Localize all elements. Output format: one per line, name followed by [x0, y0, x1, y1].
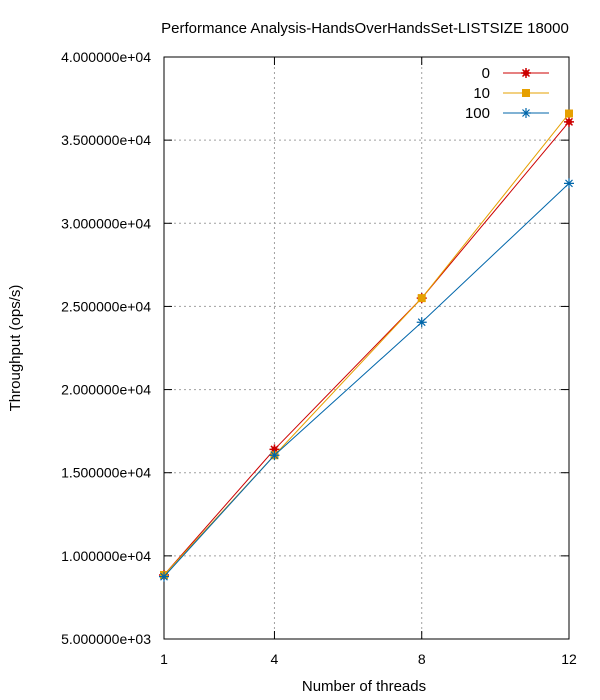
legend-label: 100 [465, 105, 490, 122]
y-axis-ticks: 5.000000e+03 1.000000e+04 1.500000e+04 2.00… [61, 49, 569, 647]
data-point-star-rays [269, 444, 280, 455]
legend: 0 10 100 [465, 65, 549, 122]
y-tick-label: 3.500000e+04 [61, 132, 151, 148]
data-point-square [417, 294, 426, 303]
data-point-star-rays [564, 116, 574, 127]
series-line-10 [163, 113, 570, 576]
plot-frame [163, 56, 570, 640]
y-tick-label: 2.500000e+04 [61, 298, 151, 314]
series-layer [159, 109, 574, 582]
series-100 [159, 178, 574, 582]
y-tick-label: 2.000000e+04 [61, 382, 151, 398]
legend-entry-10: 10 [473, 85, 549, 102]
y-axis-label: Throughput (ops/s) [7, 285, 24, 412]
data-point-square [565, 109, 573, 118]
x-axis-ticks: 1 4 8 12 [160, 57, 577, 667]
x-tick-label: 4 [271, 651, 279, 667]
legend-entry-0: 0 [482, 65, 549, 82]
grid [164, 57, 569, 639]
x-tick-label: 8 [418, 651, 426, 667]
x-tick-label: 12 [561, 651, 577, 667]
data-point-star-rays [521, 68, 531, 78]
legend-label: 0 [482, 65, 490, 82]
y-tick-label: 1.000000e+04 [61, 548, 151, 564]
legend-label: 10 [473, 85, 490, 102]
data-point-asterisk [564, 178, 574, 189]
y-tick-label: 3.000000e+04 [61, 215, 151, 231]
x-tick-label: 1 [160, 651, 168, 667]
series-line-0 [163, 121, 570, 576]
data-point-square [522, 89, 530, 97]
data-point-asterisk [269, 450, 280, 461]
data-point-asterisk [159, 571, 169, 582]
data-point-asterisk [416, 317, 427, 328]
series-0 [159, 116, 574, 580]
y-tick-label: 5.000000e+03 [61, 631, 151, 647]
series-line-100 [163, 183, 570, 577]
y-tick-label: 1.500000e+04 [61, 465, 151, 481]
x-axis-label: Number of threads [302, 678, 426, 695]
y-tick-label: 4.000000e+04 [61, 49, 151, 65]
legend-entry-100: 100 [465, 105, 549, 122]
chart-title: Performance Analysis-HandsOverHandsSet-L… [161, 20, 569, 37]
data-point-asterisk [521, 108, 531, 118]
